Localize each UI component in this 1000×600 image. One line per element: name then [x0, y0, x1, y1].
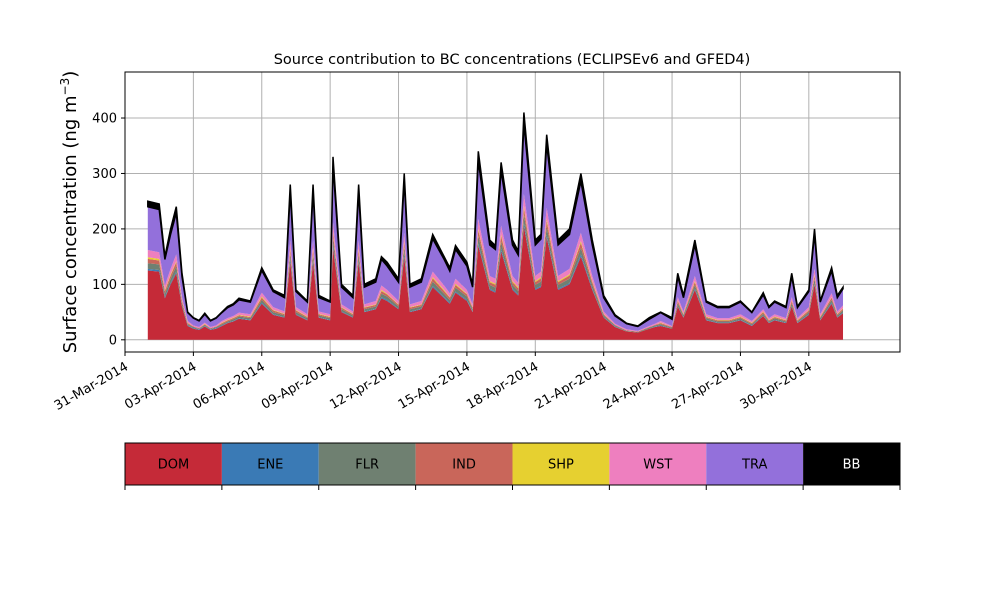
chart-title: Source contribution to BC concentrations…: [274, 52, 751, 68]
legend-label-ene: ENE: [257, 458, 283, 473]
legend-label-bb: BB: [843, 458, 861, 473]
legend-swatch-bb: [803, 443, 900, 485]
legend-label-flr: FLR: [355, 458, 379, 473]
series-dom-area: [147, 226, 844, 340]
legend-swatch-ind: [415, 443, 513, 485]
plot-frame: [124, 71, 901, 353]
legend-swatch-dom: [125, 443, 222, 485]
y-axis-label-close: ): [60, 71, 81, 78]
series-bb-area: [147, 112, 844, 328]
legend-label-dom: DOM: [158, 458, 189, 473]
stacked-area-series: [147, 112, 844, 340]
legend-swatch-shp: [512, 443, 610, 485]
legend-label-tra: TRA: [741, 458, 767, 473]
y-tick-label: 100: [92, 278, 117, 293]
legend-label-wst: WST: [643, 458, 672, 473]
y-axis-label-exponent: −3: [58, 78, 72, 96]
y-axis-label: Surface concentration (ng m−3): [58, 71, 81, 354]
y-tick-label: 200: [92, 222, 117, 237]
y-tick-label: 0: [109, 333, 117, 348]
legend-colorbar: DOM ENE FLR IND SHP WST TRA BB: [124, 442, 901, 490]
y-axis-label-text: Surface concentration (ng m: [60, 95, 81, 353]
y-tick-label: 300: [92, 167, 117, 182]
legend-swatch-ene: [221, 443, 319, 485]
legend-swatch-wst: [609, 443, 707, 485]
y-tick-label: 400: [92, 112, 117, 127]
legend-swatch-flr: [318, 443, 416, 485]
legend-swatch-tra: [706, 443, 804, 485]
legend-label-shp: SHP: [548, 458, 574, 473]
legend-label-ind: IND: [452, 458, 476, 473]
series-tra-area: [147, 123, 844, 331]
